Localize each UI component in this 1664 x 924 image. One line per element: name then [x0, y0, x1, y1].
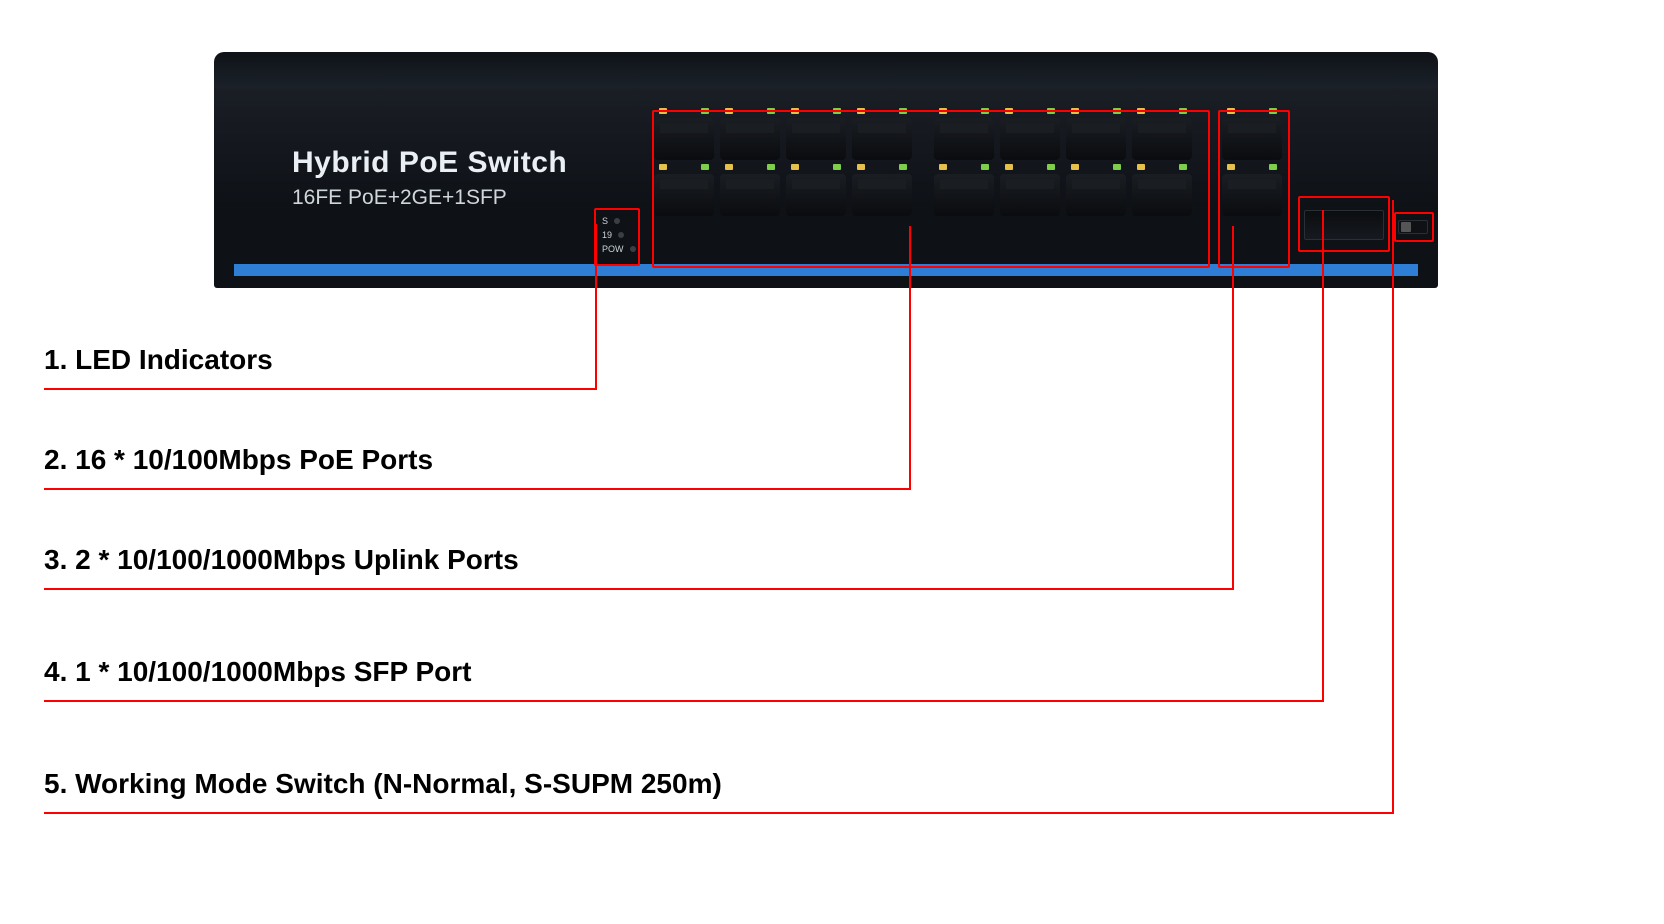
callout-label-2: 2. 16 * 10/100Mbps PoE Ports: [44, 444, 433, 476]
device: Hybrid PoE Switch 16FE PoE+2GE+1SFP S 19 P…: [214, 52, 1438, 288]
port-led-icon: [981, 164, 989, 170]
led-indicator-dot: [618, 232, 624, 238]
port-led-icon: [659, 108, 667, 114]
port-led-icon: [1269, 108, 1277, 114]
poe-port: [1132, 174, 1192, 216]
port-led-icon: [1179, 164, 1187, 170]
port-led-icon: [1005, 108, 1013, 114]
callout-leader-4: [1322, 210, 1324, 700]
led-indicator-panel: S 19 POW: [602, 216, 636, 254]
port-led-icon: [1179, 108, 1187, 114]
port-led-icon: [767, 164, 775, 170]
port-led-icon: [1227, 108, 1235, 114]
port-led-icon: [1113, 108, 1121, 114]
port-led-icon: [1137, 108, 1145, 114]
port-led-icon: [1269, 164, 1277, 170]
sfp-port: [1304, 210, 1384, 240]
led-indicator-dot: [614, 218, 620, 224]
callout-underline-4: [44, 700, 1324, 702]
uplink-port: [1222, 118, 1282, 160]
port-led-icon: [833, 108, 841, 114]
port-led-icon: [791, 108, 799, 114]
port-led-icon: [725, 108, 733, 114]
poe-port: [1066, 174, 1126, 216]
callout-leader-5: [1392, 200, 1394, 812]
device-subtitle: 16FE PoE+2GE+1SFP: [292, 186, 567, 210]
port-led-icon: [857, 164, 865, 170]
port-led-icon: [899, 108, 907, 114]
led-indicator-row: S: [602, 216, 636, 226]
device-title-block: Hybrid PoE Switch 16FE PoE+2GE+1SFP: [292, 146, 567, 210]
poe-port: [1000, 118, 1060, 160]
mode-toggle[interactable]: [1398, 220, 1428, 234]
poe-port: [934, 174, 994, 216]
port-led-icon: [939, 108, 947, 114]
working-mode-switch[interactable]: [1398, 220, 1428, 234]
port-led-icon: [1071, 108, 1079, 114]
poe-port: [654, 174, 714, 216]
port-led-icon: [1137, 164, 1145, 170]
port-led-icon: [939, 164, 947, 170]
port-led-icon: [1047, 164, 1055, 170]
poe-port: [1000, 174, 1060, 216]
callout-underline-1: [44, 388, 597, 390]
accent-strip: [234, 264, 1418, 276]
callout-underline-3: [44, 588, 1234, 590]
callout-leader-2: [909, 226, 911, 488]
port-led-icon: [659, 164, 667, 170]
port-led-icon: [857, 108, 865, 114]
callout-label-1: 1. LED Indicators: [44, 344, 273, 376]
led-indicator-row: 19: [602, 230, 636, 240]
led-indicator-dot: [630, 246, 636, 252]
led-indicator-label: POW: [602, 244, 624, 254]
led-indicator-label: 19: [602, 230, 612, 240]
poe-port: [852, 174, 912, 216]
port-led-icon: [899, 164, 907, 170]
poe-port: [1132, 118, 1192, 160]
callout-label-5: 5. Working Mode Switch (N-Normal, S-SUPM…: [44, 768, 722, 800]
device-front-panel: Hybrid PoE Switch 16FE PoE+2GE+1SFP S 19 P…: [214, 88, 1438, 288]
port-led-icon: [701, 108, 709, 114]
poe-ports-grid: [654, 118, 1192, 216]
callout-leader-3: [1232, 226, 1234, 588]
port-led-icon: [1005, 164, 1013, 170]
port-led-icon: [1047, 108, 1055, 114]
port-led-icon: [981, 108, 989, 114]
poe-port: [720, 174, 780, 216]
device-top-bezel: [214, 52, 1438, 88]
led-indicator-label: S: [602, 216, 608, 226]
port-led-icon: [725, 164, 733, 170]
port-led-icon: [701, 164, 709, 170]
uplink-port: [1222, 174, 1282, 216]
face-plate: Hybrid PoE Switch 16FE PoE+2GE+1SFP S 19 P…: [234, 96, 1418, 274]
uplink-ports-grid: [1222, 118, 1282, 216]
port-led-icon: [791, 164, 799, 170]
port-led-icon: [767, 108, 775, 114]
poe-port: [654, 118, 714, 160]
device-title: Hybrid PoE Switch: [292, 146, 567, 180]
callout-label-4: 4. 1 * 10/100/1000Mbps SFP Port: [44, 656, 471, 688]
led-indicator-row: POW: [602, 244, 636, 254]
poe-port: [934, 118, 994, 160]
sfp-slot: [1304, 210, 1384, 240]
poe-port: [786, 118, 846, 160]
callout-leader-1: [595, 224, 597, 388]
port-led-icon: [1071, 164, 1079, 170]
port-group-gap: [918, 174, 928, 216]
callout-underline-5: [44, 812, 1394, 814]
port-led-icon: [1227, 164, 1235, 170]
callout-label-3: 3. 2 * 10/100/1000Mbps Uplink Ports: [44, 544, 519, 576]
poe-port: [720, 118, 780, 160]
poe-port: [786, 174, 846, 216]
port-group-gap: [918, 118, 928, 160]
port-led-icon: [833, 164, 841, 170]
poe-port: [1066, 118, 1126, 160]
port-led-icon: [1113, 164, 1121, 170]
poe-port: [852, 118, 912, 160]
callout-underline-2: [44, 488, 911, 490]
